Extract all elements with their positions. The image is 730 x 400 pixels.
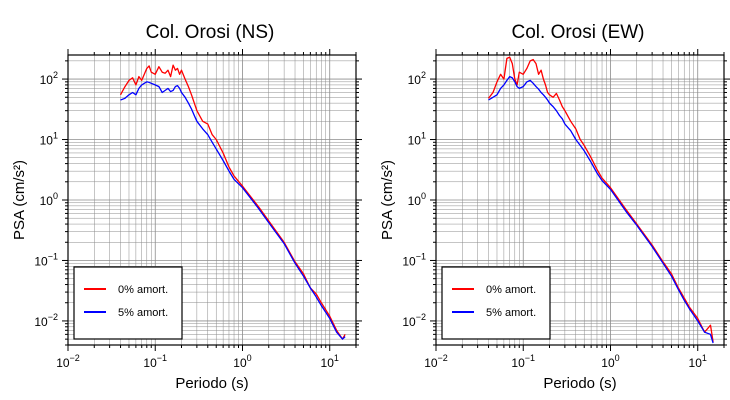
legend-box [441,266,551,340]
x-tick-base: 10 [321,356,335,370]
y-tick-base: 10 [408,194,422,208]
series-line-0 [487,56,714,342]
x-axis: 10−2 10−1 100 101 [424,49,725,370]
legend-label-0: 0% amort. [118,284,168,296]
x-tick-base: 10 [56,356,70,370]
legend: 0% amort. 5% amort. [441,266,551,340]
y-tick-exp: −1 [48,251,58,261]
y-tick-label: 100 [40,191,58,208]
series-line-1 [120,81,346,340]
legend-box [73,266,183,340]
y-tick-label: 10−1 [402,251,426,268]
x-tick-label: 101 [321,353,339,370]
legend-label-0: 0% amort. [486,284,536,296]
x-tick-label: 10−2 [56,353,80,370]
y-tick-exp: 0 [421,191,426,201]
x-tick-base: 10 [601,356,615,370]
x-tick-exp: −1 [157,353,167,363]
y-axis-label-text: PSA (cm/s²) [11,160,28,240]
x-tick-base: 10 [424,356,438,370]
legend-label-1: 5% amort. [118,307,168,319]
x-tick-base: 10 [143,356,157,370]
x-tick-exp: 0 [247,353,252,363]
x-tick-label: 100 [601,353,619,370]
y-tick-exp: 2 [53,70,58,80]
y-tick-label: 101 [408,131,426,148]
y-tick-exp: −1 [416,251,426,261]
y-axis-label: PSA (cm/s²) [379,160,396,240]
y-tick-label: 102 [40,70,58,87]
x-axis-label: Periodo (s) [543,375,616,392]
series-line-1 [488,75,714,344]
y-tick-exp: 2 [421,70,426,80]
x-tick-exp: −2 [438,353,448,363]
x-tick-label: 10−1 [143,353,167,370]
y-axis-label: PSA (cm/s²) [11,160,28,240]
y-tick-base: 10 [402,254,416,268]
y-tick-exp: −2 [416,312,426,322]
y-tick-exp: 1 [421,131,426,141]
x-tick-exp: 1 [702,353,707,363]
legend-label-1: 5% amort. [486,307,536,319]
x-tick-label: 10−2 [424,353,448,370]
y-tick-label: 10−2 [34,312,58,329]
y-tick-label: 100 [408,191,426,208]
y-tick-base: 10 [34,315,48,329]
y-tick-label: 102 [408,70,426,87]
x-tick-base: 10 [511,356,525,370]
y-tick-base: 10 [408,73,422,87]
series-layer [487,56,714,344]
y-tick-base: 10 [402,315,416,329]
y-tick-base: 10 [40,73,54,87]
y-tick-base: 10 [408,134,422,148]
x-tick-exp: −2 [70,353,80,363]
series-line-0 [119,64,346,340]
y-tick-base: 10 [40,134,54,148]
legend: 0% amort. 5% amort. [73,266,183,340]
x-tick-base: 10 [689,356,703,370]
y-tick-base: 10 [40,194,54,208]
x-tick-label: 101 [689,353,707,370]
series-layer [119,64,346,340]
y-tick-exp: 1 [53,131,58,141]
chart-panel-ew: Col. Orosi (EW) 10−2 10−1 100 101 10−210−11… [379,22,730,392]
x-tick-exp: −1 [525,353,535,363]
x-tick-label: 100 [233,353,251,370]
x-tick-label: 10−1 [511,353,535,370]
y-tick-label: 10−2 [402,312,426,329]
y-axis-label-text: PSA (cm/s²) [379,160,396,240]
y-tick-label: 101 [40,131,58,148]
x-tick-base: 10 [233,356,247,370]
y-tick-exp: 0 [53,191,58,201]
y-tick-base: 10 [34,254,48,268]
y-tick-exp: −2 [48,312,58,322]
chart-panel-ns: Col. Orosi (NS) 10−2 10−1 100 101 10−210−11… [11,22,362,392]
x-tick-exp: 1 [334,353,339,363]
y-tick-label: 10−1 [34,251,58,268]
chart-title: Col. Orosi (NS) [146,22,275,43]
x-tick-exp: 0 [615,353,620,363]
x-axis: 10−2 10−1 100 101 [56,49,357,370]
chart-title: Col. Orosi (EW) [512,22,645,43]
x-axis-label: Periodo (s) [175,375,248,392]
